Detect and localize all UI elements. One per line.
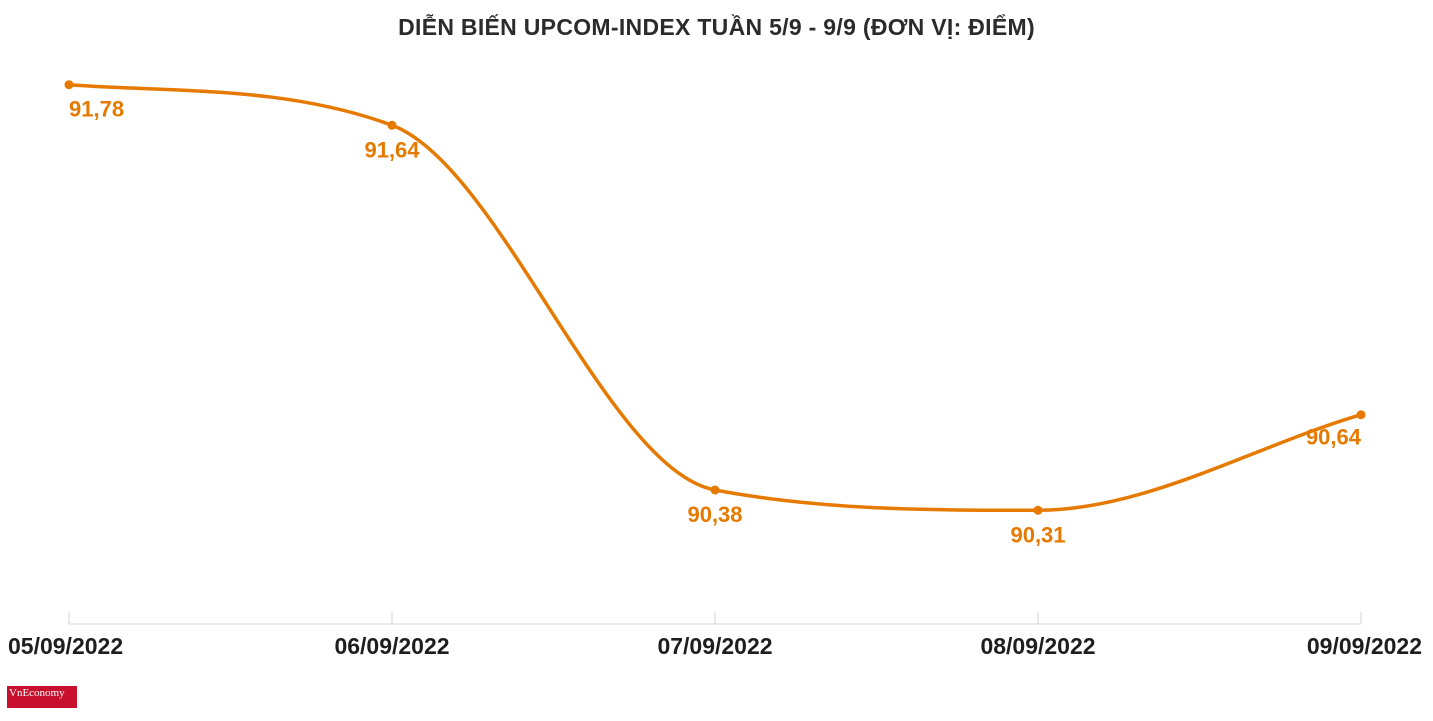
data-label-3: 90,38 [687, 502, 742, 527]
chart-title: DIỄN BIẾN UPCOM-INDEX TUẦN 5/9 - 9/9 (ĐƠ… [398, 14, 1035, 40]
data-point-4 [1033, 505, 1043, 515]
data-label-4: 90,31 [1010, 522, 1065, 547]
x-tick-label-5: 09/09/2022 [1307, 633, 1422, 659]
x-tick-label-4: 08/09/2022 [980, 633, 1095, 659]
data-point-1 [64, 80, 74, 90]
data-point-2 [387, 120, 397, 130]
data-label-2: 91,64 [364, 137, 420, 162]
x-axis [68, 612, 1362, 625]
x-tick-label-3: 07/09/2022 [657, 633, 772, 659]
data-point-5 [1356, 410, 1366, 420]
data-point-3 [710, 485, 720, 495]
x-tick-labels: 05/09/2022 06/09/2022 07/09/2022 08/09/2022… [8, 633, 1422, 659]
x-tick-label-2: 06/09/2022 [334, 633, 449, 659]
logo-text: VnEconomy [9, 687, 65, 699]
data-points [64, 80, 1366, 515]
data-label-1: 91,78 [69, 97, 124, 122]
series-line [68, 82, 1362, 513]
vneconomy-logo: VnEconomy [7, 686, 77, 708]
data-label-5: 90,64 [1306, 425, 1362, 450]
data-labels: 91,78 91,64 90,38 90,31 90,64 [69, 97, 1362, 548]
x-tick-label-1: 05/09/2022 [8, 633, 123, 659]
